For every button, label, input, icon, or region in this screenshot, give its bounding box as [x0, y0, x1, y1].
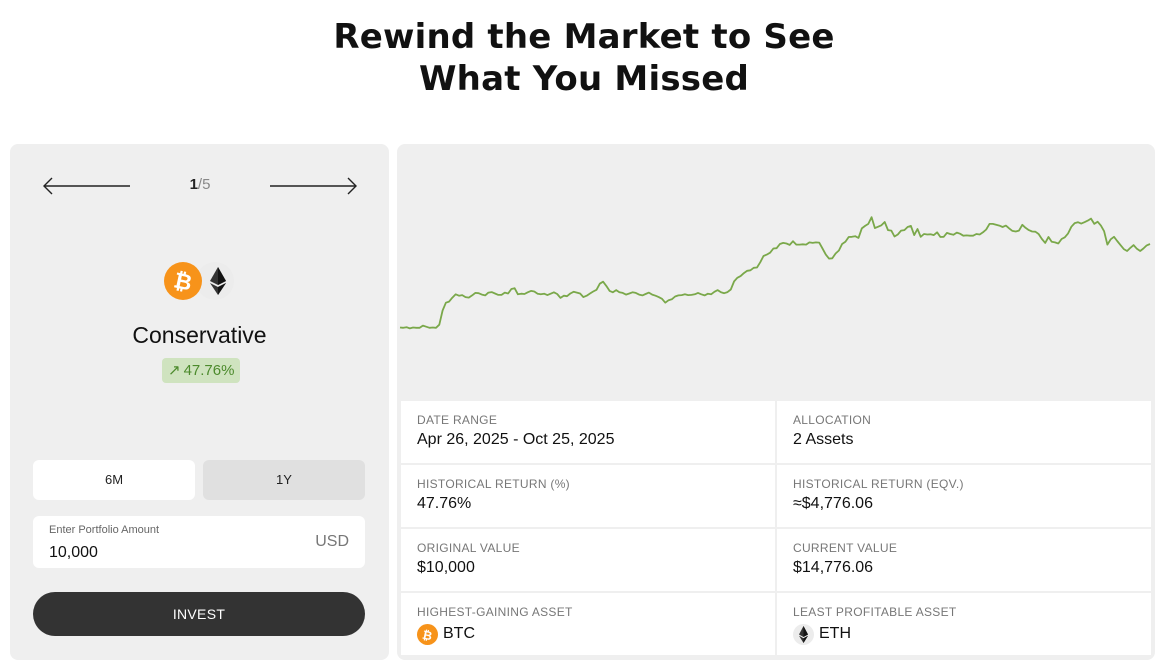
svg-text:₿: ₿	[171, 268, 194, 296]
page-separator: /	[197, 176, 203, 193]
stat-least-profitable: LEAST PROFITABLE ASSET ETH	[777, 593, 1151, 655]
next-arrow-icon[interactable]	[268, 174, 358, 198]
btc-icon: ₿	[417, 624, 438, 645]
return-badge: ↗ 47.76%	[162, 358, 241, 383]
stat-label: HIGHEST-GAINING ASSET	[417, 605, 573, 619]
eth-icon	[196, 262, 234, 300]
currency-unit: USD	[315, 533, 349, 550]
stat-historical-return-pct: HISTORICAL RETURN (%) 47.76%	[401, 465, 775, 527]
svg-text:₿: ₿	[421, 628, 434, 644]
stat-label: HISTORICAL RETURN (EQV.)	[793, 477, 964, 491]
page-current: 1	[189, 176, 198, 193]
trend-up-icon: ↗	[168, 362, 181, 379]
stat-value: ≈$4,776.06	[793, 495, 873, 512]
page-total: 5	[202, 176, 211, 193]
page-title: Rewind the Market to See What You Missed	[0, 16, 1168, 100]
range-tabs: 6M 1Y	[33, 460, 365, 500]
performance-chart	[399, 216, 1151, 330]
stat-original-value: ORIGINAL VALUE $10,000	[401, 529, 775, 591]
stat-label: HISTORICAL RETURN (%)	[417, 477, 570, 491]
stat-label: DATE RANGE	[417, 413, 498, 427]
stat-highest-gaining: HIGHEST-GAINING ASSET ₿ BTC	[401, 593, 775, 655]
asset-symbol: BTC	[443, 625, 475, 642]
stat-value: 2 Assets	[793, 431, 854, 448]
title-line-1: Rewind the Market to See	[333, 17, 835, 57]
portfolio-value-line	[399, 216, 1151, 330]
stat-value: 47.76%	[417, 495, 472, 512]
strategy-panel: 1/5 ₿ Conservative ↗ 47.76% 6M	[10, 144, 389, 660]
stat-allocation: ALLOCATION 2 Assets	[777, 401, 1151, 463]
stat-label: ORIGINAL VALUE	[417, 541, 520, 555]
stat-value: Apr 26, 2025 - Oct 25, 2025	[417, 431, 615, 448]
strategy-pager: 1/5	[42, 174, 358, 198]
asset-symbol: ETH	[819, 625, 851, 642]
previous-arrow-icon[interactable]	[42, 174, 132, 198]
invest-button[interactable]: INVEST	[33, 592, 365, 636]
amount-label: Enter Portfolio Amount	[49, 524, 160, 536]
portfolio-amount-field: Enter Portfolio Amount USD	[33, 516, 365, 568]
stat-label: CURRENT VALUE	[793, 541, 898, 555]
results-panel: DATE RANGE Apr 26, 2025 - Oct 25, 2025 A…	[397, 144, 1155, 660]
title-line-2: What You Missed	[418, 59, 749, 99]
stat-date-range: DATE RANGE Apr 26, 2025 - Oct 25, 2025	[401, 401, 775, 463]
stat-label: ALLOCATION	[793, 413, 872, 427]
stats-grid: DATE RANGE Apr 26, 2025 - Oct 25, 2025 A…	[401, 401, 1151, 655]
stat-current-value: CURRENT VALUE $14,776.06	[777, 529, 1151, 591]
btc-icon: ₿	[164, 262, 202, 300]
amount-input[interactable]	[49, 542, 279, 564]
strategy-name: Conservative	[132, 322, 267, 348]
stat-label: LEAST PROFITABLE ASSET	[793, 605, 957, 619]
tab-6m[interactable]: 6M	[33, 460, 195, 500]
return-value: 47.76%	[183, 362, 235, 379]
stat-historical-return-eqv: HISTORICAL RETURN (EQV.) ≈$4,776.06	[777, 465, 1151, 527]
stat-value: $10,000	[417, 559, 475, 576]
stat-value: $14,776.06	[793, 559, 874, 576]
strategy-coins: ₿	[164, 262, 236, 302]
page-indicator: 1/5	[42, 176, 358, 193]
tab-1y[interactable]: 1Y	[203, 460, 365, 500]
eth-icon	[793, 624, 814, 645]
